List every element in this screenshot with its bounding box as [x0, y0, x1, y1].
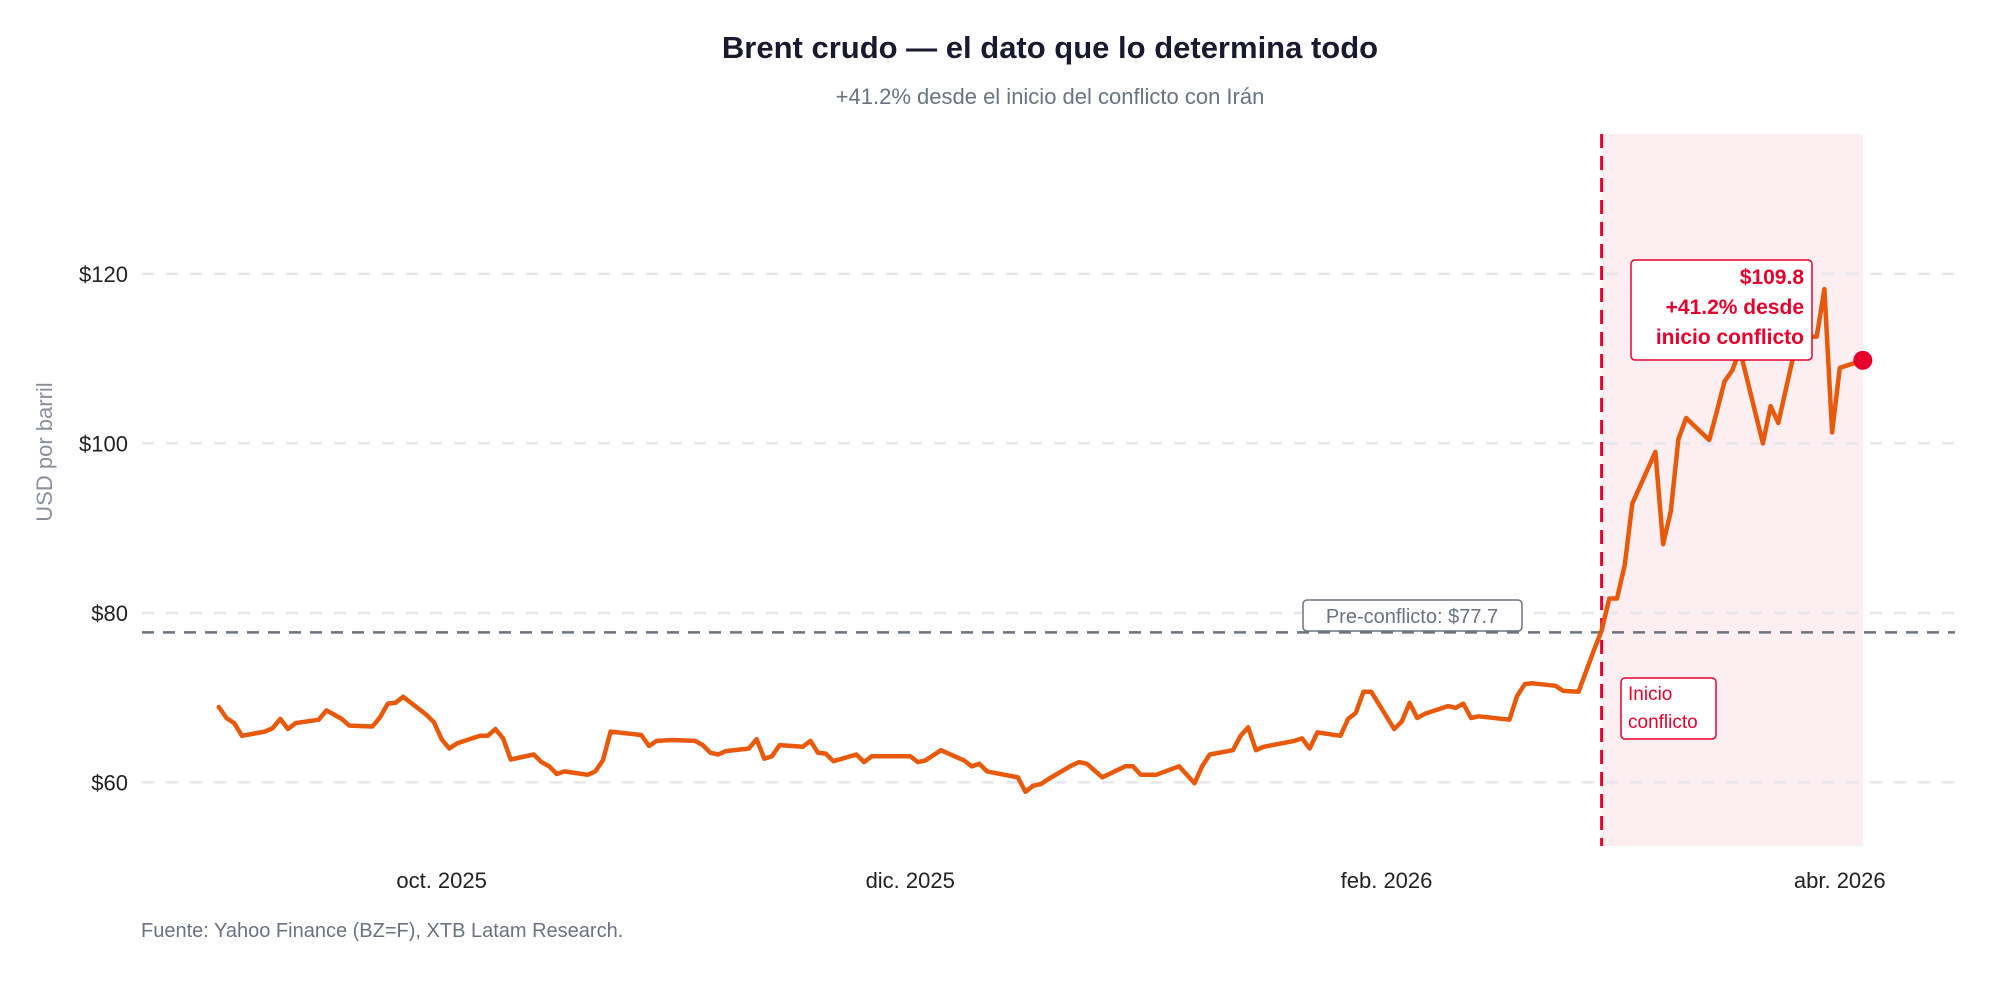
- chart-subtitle: +41.2% desde el inicio del conflicto con…: [836, 84, 1265, 109]
- y-tick-label: $60: [91, 770, 128, 795]
- y-tick-label: $120: [79, 262, 128, 287]
- last-price-marker: [1853, 350, 1873, 370]
- pre-conflict-label: Pre-conflicto: $77.7: [1326, 606, 1498, 628]
- last-price-label-line: inicio conflicto: [1656, 326, 1804, 349]
- last-price-label-box: [1630, 259, 1813, 361]
- source-note: Fuente: Yahoo Finance (BZ=F), XTB Latam …: [141, 920, 623, 942]
- conflict-start-label-line: Inicio: [1628, 684, 1672, 705]
- chart-title: Brent crudo — el dato que lo determina t…: [722, 30, 1378, 65]
- x-tick-label: oct. 2025: [396, 868, 487, 893]
- y-tick-label: $100: [79, 431, 128, 456]
- x-tick-label: feb. 2026: [1341, 868, 1433, 893]
- x-tick-label: abr. 2026: [1794, 868, 1886, 893]
- conflict-start-label-box: [1620, 677, 1717, 740]
- brent-price-line: [216, 286, 1866, 795]
- pre-conflict-label-box: [1302, 599, 1523, 632]
- last-price-label-line: $109.8: [1740, 266, 1805, 289]
- y-tick-label: $80: [91, 601, 128, 626]
- conflict-start-label-line: conflicto: [1628, 712, 1698, 733]
- x-tick-label: dic. 2025: [866, 868, 955, 893]
- y-axis-label: USD por barril: [32, 382, 57, 521]
- last-price-label-line: +41.2% desde: [1666, 296, 1804, 319]
